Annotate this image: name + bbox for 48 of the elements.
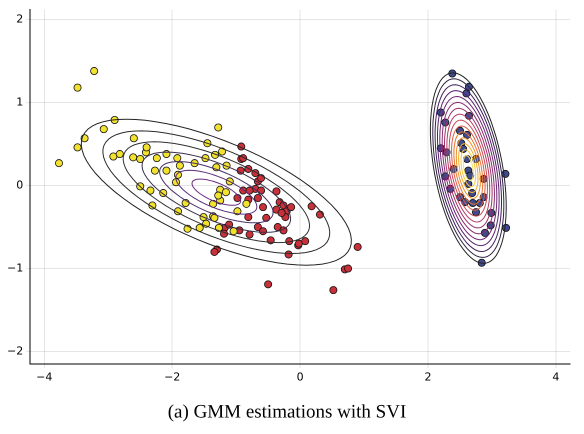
point xyxy=(100,125,108,134)
point xyxy=(152,154,161,162)
point xyxy=(129,153,138,162)
point xyxy=(246,186,254,195)
point xyxy=(173,154,182,162)
point xyxy=(214,192,222,200)
point xyxy=(109,152,118,161)
y-tick-label: 2 xyxy=(16,12,24,26)
point xyxy=(146,186,154,195)
point xyxy=(301,237,310,246)
y-tick-label: 1 xyxy=(16,95,24,108)
point xyxy=(130,134,138,142)
x-tick-label: 4 xyxy=(552,370,560,384)
point xyxy=(329,286,338,294)
y-tick-label: −2 xyxy=(6,344,24,358)
point xyxy=(54,159,63,168)
point xyxy=(162,166,170,175)
point xyxy=(116,150,124,158)
point xyxy=(344,264,352,273)
point xyxy=(136,154,144,163)
point xyxy=(287,203,296,212)
point xyxy=(254,223,262,232)
y-tick-label: 0 xyxy=(16,178,24,192)
point xyxy=(214,123,222,132)
x-tick-label: 2 xyxy=(424,370,432,384)
point xyxy=(242,200,250,208)
x-tick-label: −4 xyxy=(36,370,52,384)
point xyxy=(264,280,272,288)
y-tick-label: −1 xyxy=(6,261,24,274)
point xyxy=(210,248,218,256)
point xyxy=(259,203,268,212)
point xyxy=(222,188,230,196)
x-tick-label: −2 xyxy=(164,370,180,384)
point xyxy=(142,143,151,152)
point xyxy=(254,194,262,202)
point xyxy=(90,67,98,76)
point xyxy=(244,213,252,222)
x-tick-label: 0 xyxy=(296,370,304,384)
point xyxy=(74,84,82,92)
point xyxy=(74,143,82,152)
point xyxy=(272,187,280,196)
point xyxy=(354,242,362,251)
point xyxy=(278,208,286,217)
point xyxy=(150,166,159,175)
point xyxy=(176,162,184,170)
point xyxy=(246,230,254,239)
text: (a) GMM estimations with SVI xyxy=(168,402,406,423)
point xyxy=(230,227,238,236)
